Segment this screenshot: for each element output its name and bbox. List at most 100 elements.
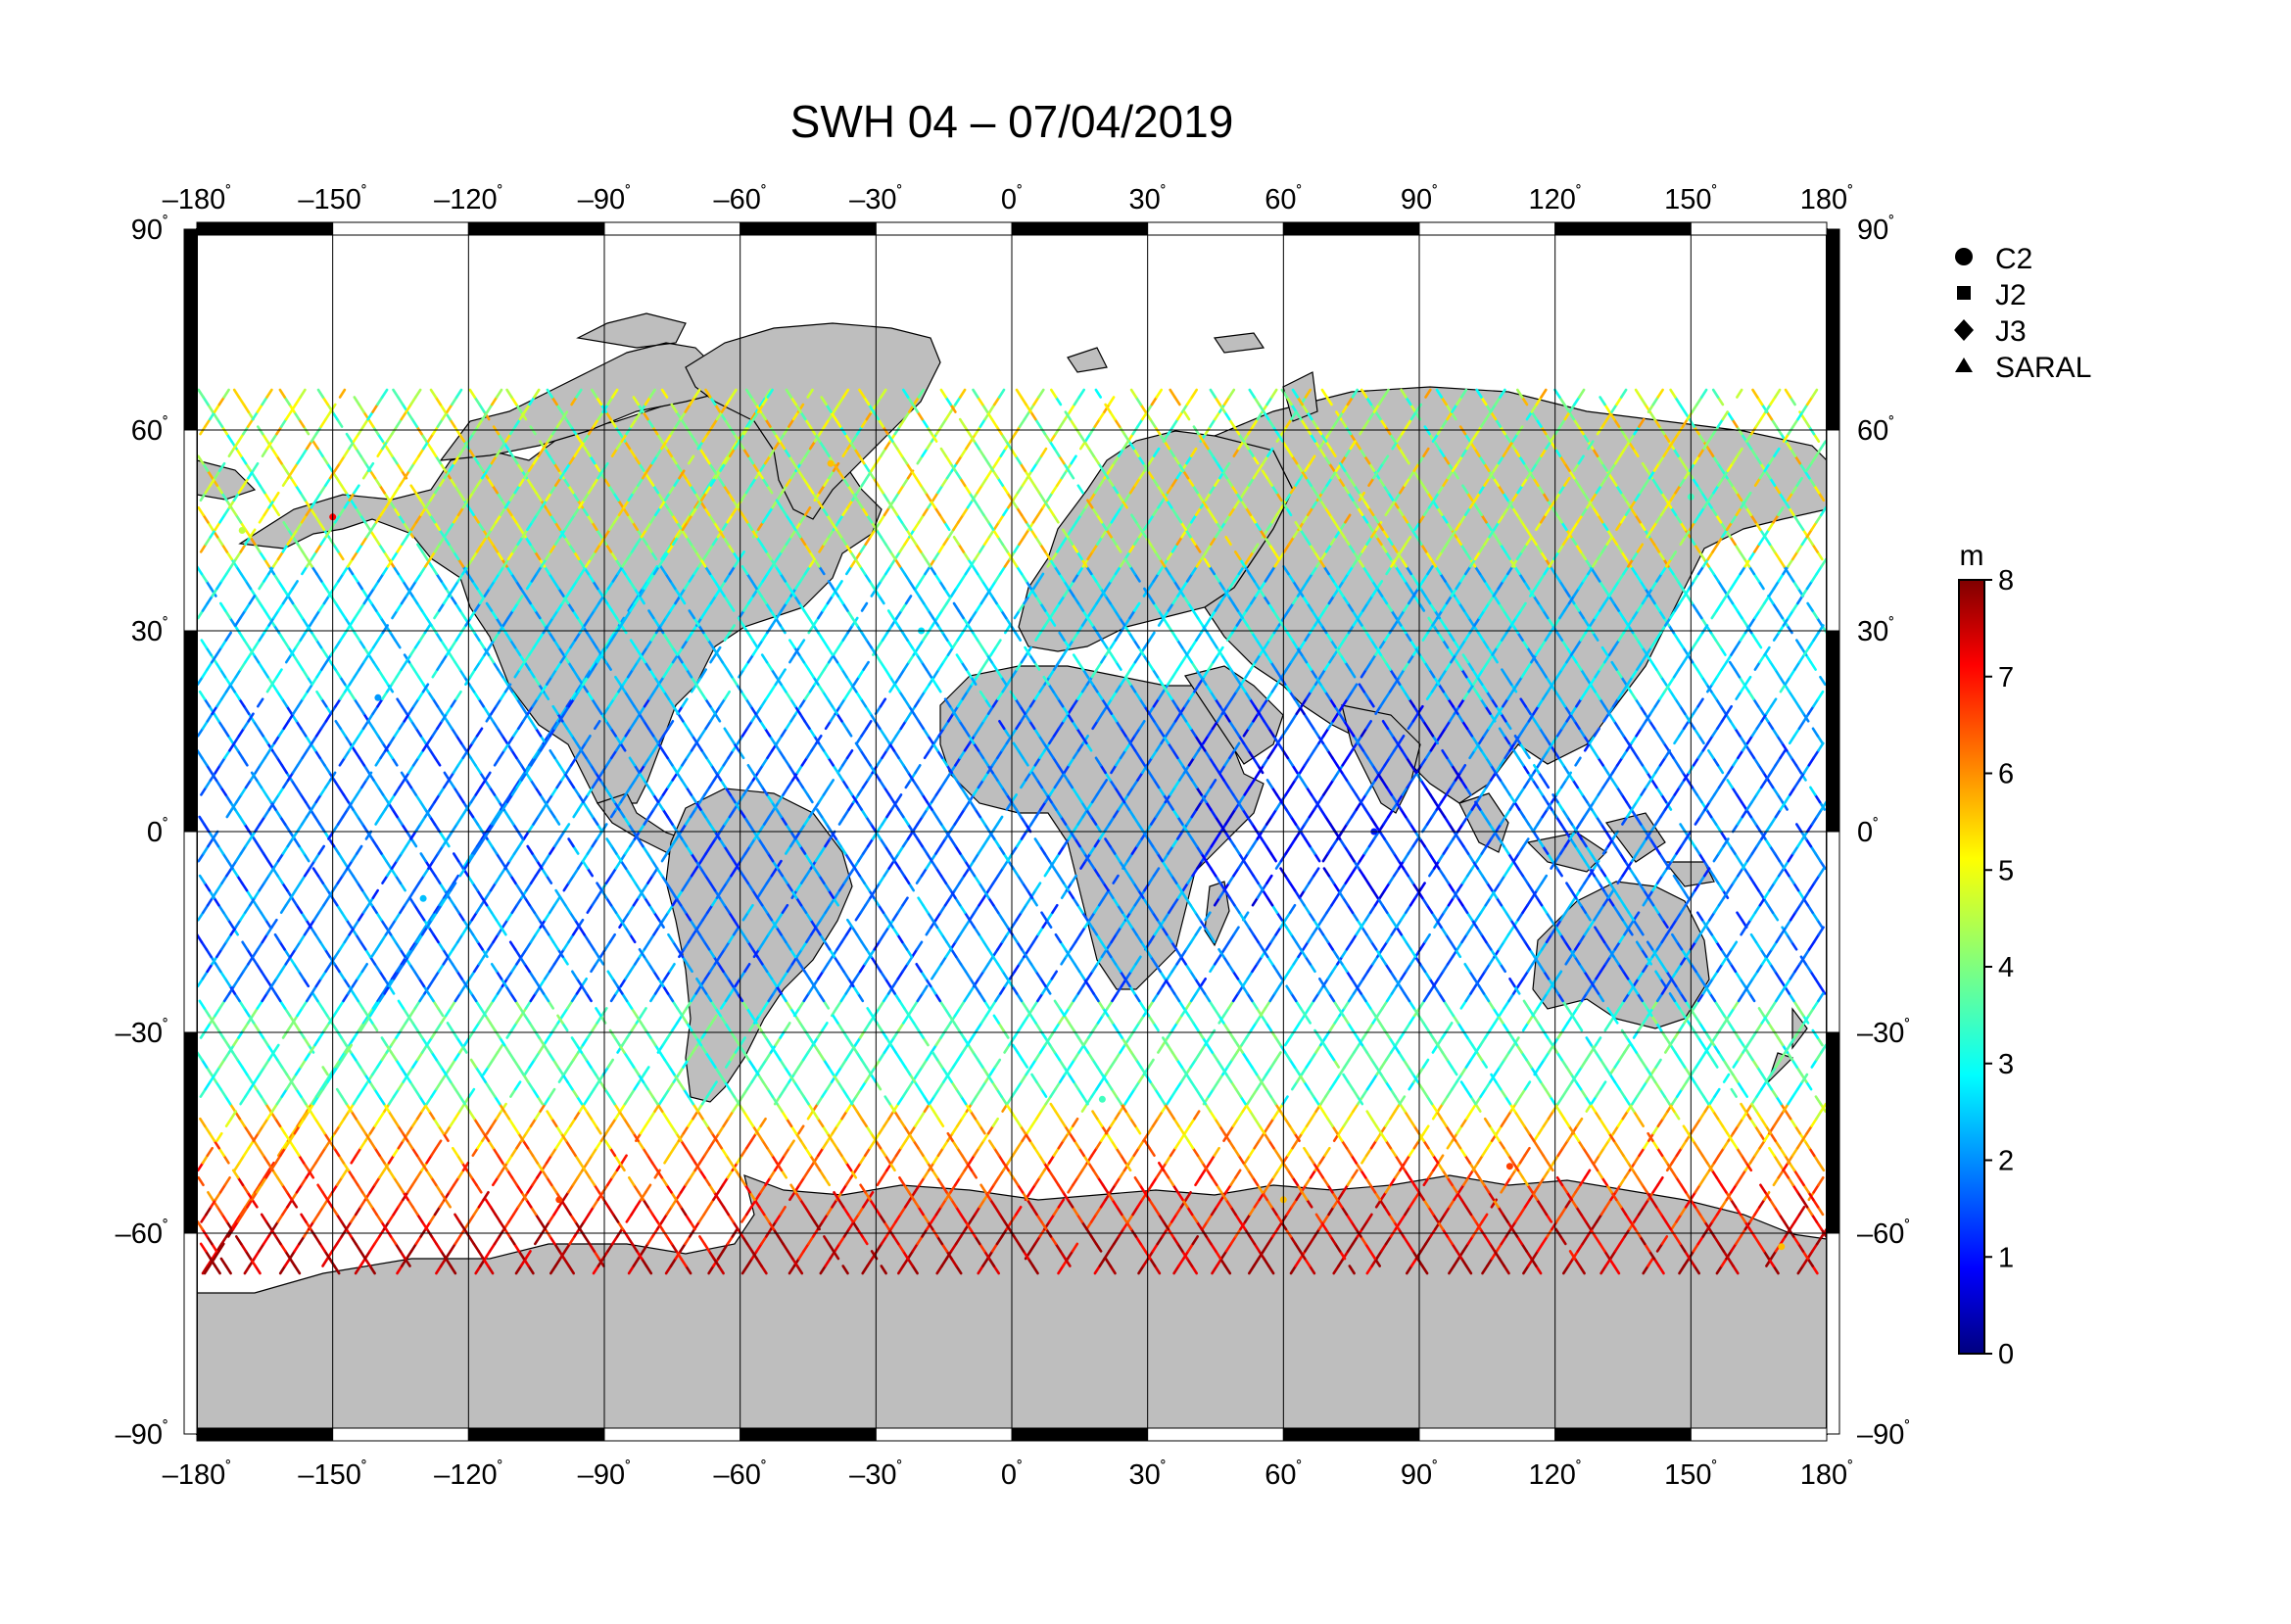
track-segment [675,1014,684,1025]
track-segment [1754,639,1763,649]
track-segment [396,697,404,708]
track-segment [1749,932,1758,944]
track-segment [794,520,802,532]
track-segment [618,1162,626,1172]
track-segment [878,874,886,884]
track-segment [1173,712,1182,723]
track-segment [221,1036,230,1047]
track-segment [682,1124,690,1135]
track-segment [1641,763,1649,775]
track-segment [1090,601,1098,612]
track-segment [740,1146,748,1157]
track-segment [641,580,649,591]
track-segment [1747,690,1755,701]
track-segment [409,1242,418,1253]
track-segment [1729,719,1737,731]
track-segment [806,1043,815,1054]
track-segment [876,756,883,767]
track-segment [1318,447,1326,458]
track-segment [576,1169,584,1179]
track-segment [629,779,637,789]
track-segment [803,815,811,826]
track-segment [233,992,241,1003]
track-segment [1808,1146,1816,1157]
track-segment [495,918,502,930]
track-segment [556,1014,564,1025]
track-segment [671,1022,679,1032]
track-segment [435,1022,443,1032]
track-segment [627,903,636,915]
track-segment [509,992,517,1003]
track-segment [712,1191,721,1202]
track-segment [583,932,591,944]
track-segment [505,1169,514,1179]
track-segment [901,1087,910,1098]
map-title: SWH 04 – 07/04/2019 [790,96,1234,147]
track-segment [577,800,585,811]
track-segment [1570,535,1578,547]
track-segment [1786,1051,1794,1062]
track-segment [348,690,357,701]
track-segment [255,779,263,789]
track-segment [764,388,772,399]
track-segment [1205,543,1213,553]
track-segment [988,403,996,413]
track-segment [1133,476,1141,488]
track-segment [358,704,365,716]
track-segment [727,1213,735,1223]
track-segment [533,977,541,988]
track-segment [1590,808,1599,819]
track-segment [237,396,246,406]
track-segment [262,1235,270,1246]
track-segment [876,1176,883,1187]
track-segment [751,645,760,656]
track-segment [262,1036,269,1047]
track-segment [553,837,561,848]
track-segment [397,1080,406,1091]
track-segment [721,520,729,532]
track-segment [391,756,399,767]
track-segment [432,999,440,1010]
track-segment [826,1080,834,1091]
track-segment [1079,859,1087,870]
track-segment [1294,476,1302,488]
track-segment [1401,513,1409,524]
track-segment [1124,491,1132,502]
track-segment [1209,609,1217,620]
track-segment [630,1007,639,1018]
track-segment [456,859,465,870]
track-segment [366,719,375,731]
track-segment [337,852,346,863]
track-segment [334,601,342,612]
track-segment [1038,683,1046,693]
track-segment [397,1198,405,1209]
track-segment [460,1162,469,1172]
track-segment [1790,1058,1798,1069]
track-segment [941,653,950,664]
track-segment [782,786,789,796]
track-segment [197,454,205,465]
track-segment [197,1176,205,1187]
track-segment [609,1117,617,1127]
track-segment [352,874,359,884]
track-segment [1204,616,1213,627]
track-segment [687,1051,694,1062]
track-segment [1622,616,1630,627]
track-segment [1693,543,1701,553]
track-segment [906,830,915,840]
track-segment [631,660,640,671]
track-segment [1046,911,1054,922]
track-segment [797,1250,805,1261]
track-segment [355,1117,362,1127]
track-segment [508,940,517,951]
track-segment [761,572,769,583]
track-segment [632,1131,640,1142]
track-segment [1605,528,1614,539]
track-segment [409,837,418,848]
track-segment [1424,550,1433,561]
track-segment [1624,499,1633,509]
track-segment [1612,417,1621,428]
track-segment [852,1213,860,1223]
track-segment [1708,992,1717,1003]
track-segment [279,1242,287,1253]
